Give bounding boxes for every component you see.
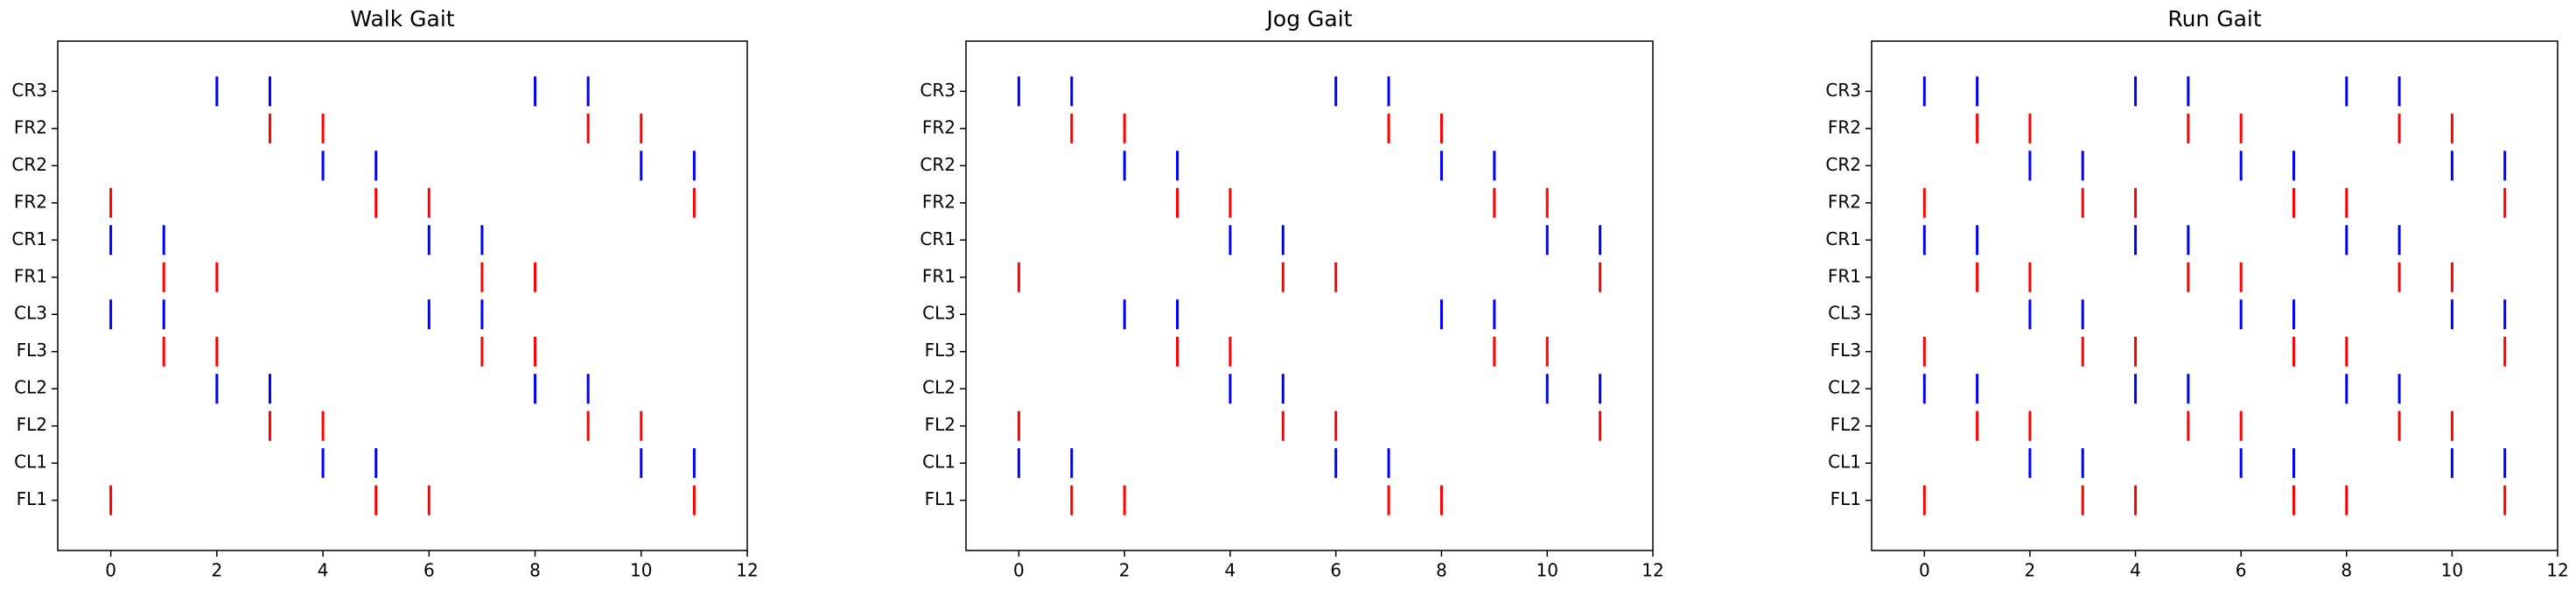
x-tick-label: 10 [2441,560,2463,581]
x-tick-label: 10 [630,560,652,581]
y-tick-label: FR1 [1828,265,1861,286]
axes-frame [1871,40,2558,551]
x-tick-label: 4 [1225,560,1236,581]
y-tick-label: FR2 [922,116,956,137]
y-tick-label: FL3 [925,340,956,361]
chart-title: Walk Gait [350,6,454,32]
x-tick-label: 6 [2236,560,2247,581]
x-tick-label: 2 [211,560,222,581]
x-tick-label: 8 [529,560,541,581]
x-tick-label: 0 [105,560,116,581]
y-tick-label: FL2 [925,414,956,435]
axes-frame [57,40,748,551]
x-tick-label: 12 [2546,560,2568,581]
y-tick-label: FR2 [1828,116,1861,137]
y-tick-label: CR2 [11,154,47,175]
x-tick-label: 8 [1436,560,1447,581]
chart-title: Run Gait [2167,6,2262,32]
x-tick-label: 2 [1119,560,1130,581]
y-tick-label: CL2 [1828,377,1861,398]
chart-title: Jog Gait [1265,6,1353,32]
y-tick-label: CR2 [1825,154,1861,175]
y-tick-label: CL1 [1828,452,1861,473]
y-tick-label: CL3 [1828,303,1861,324]
y-tick-label: CL3 [922,303,956,324]
y-tick-label: FR2 [922,191,956,212]
y-tick-label: CL2 [14,377,47,398]
y-tick-label: FL3 [17,340,47,361]
axes-frame [965,40,1654,551]
y-tick-label: FL1 [1830,488,1861,509]
y-tick-label: CR3 [11,80,47,101]
y-tick-label: CL1 [922,452,956,473]
x-tick-label: 2 [2025,560,2036,581]
y-tick-label: CR2 [920,154,956,175]
x-tick-label: 6 [1330,560,1341,581]
y-tick-label: FL3 [1830,340,1861,361]
y-tick-label: CL2 [922,377,956,398]
x-tick-label: 10 [1536,560,1558,581]
y-tick-label: FR2 [1828,191,1861,212]
x-tick-label: 4 [2130,560,2141,581]
y-tick-label: CR1 [11,228,47,249]
y-tick-label: CR3 [920,80,956,101]
y-tick-label: FL2 [1830,414,1861,435]
y-tick-label: FR1 [14,265,47,286]
x-tick-label: 12 [1642,560,1663,581]
y-tick-label: CR3 [1825,80,1861,101]
y-tick-label: FR2 [14,191,47,212]
y-tick-label: CL3 [14,303,47,324]
y-tick-label: FR2 [14,116,47,137]
x-tick-label: 0 [1013,560,1025,581]
y-tick-label: FL2 [17,414,47,435]
y-tick-label: CR1 [920,228,956,249]
x-tick-label: 12 [736,560,758,581]
y-tick-label: CR1 [1825,228,1861,249]
y-tick-label: FL1 [17,488,47,509]
y-tick-label: CL1 [14,452,47,473]
y-tick-label: FR1 [922,265,956,286]
x-tick-label: 6 [424,560,435,581]
x-tick-label: 8 [2341,560,2352,581]
x-tick-label: 4 [318,560,329,581]
y-tick-label: FL1 [925,488,956,509]
x-tick-label: 0 [1919,560,1930,581]
